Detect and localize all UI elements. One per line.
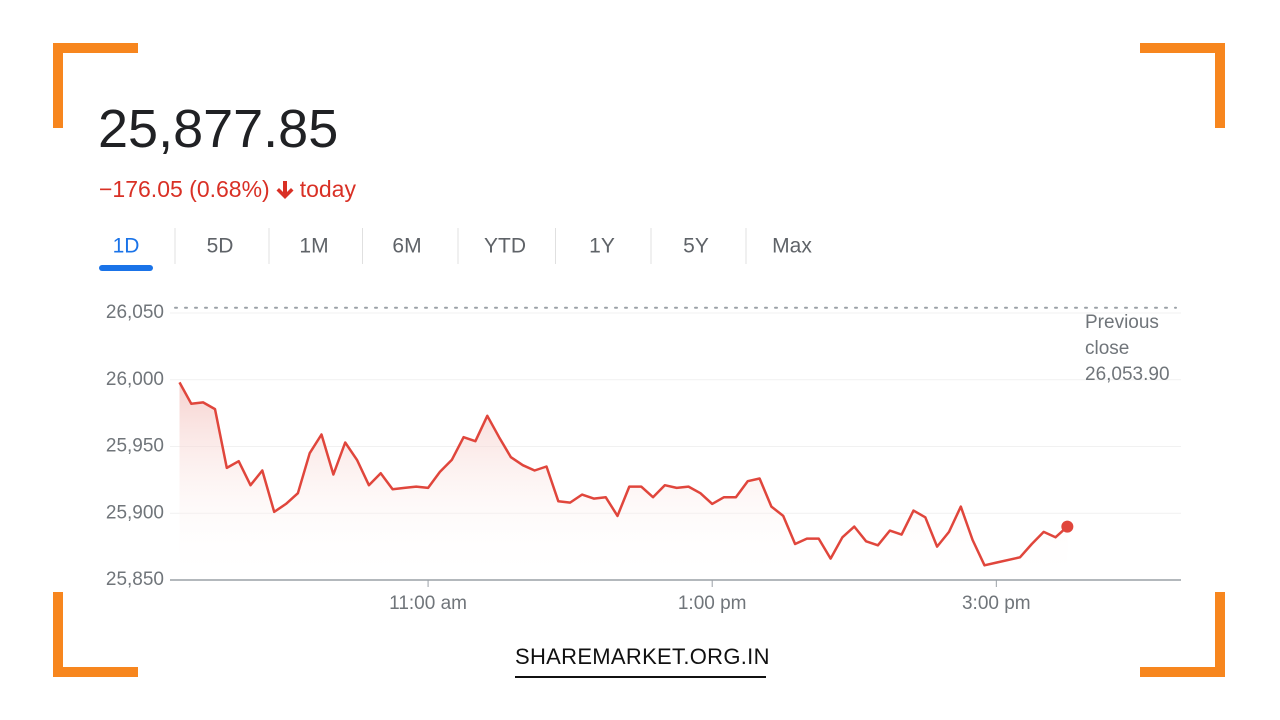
corner-brackets: [53, 43, 1225, 677]
previous-close-label: Previous close: [1085, 312, 1159, 359]
previous-close-value: 26,053.90: [1085, 364, 1170, 385]
price-line: [178, 381, 1069, 567]
tab[interactable]: Max: [772, 235, 812, 258]
y-tick-label: 25,850: [106, 569, 164, 590]
previous-close: Previous close 26,053.90: [1085, 310, 1185, 388]
tab[interactable]: 6M: [392, 235, 421, 258]
area-fill: [179, 382, 1068, 580]
change: −176.05 (0.68%): [99, 176, 270, 202]
tab[interactable]: YTD: [484, 235, 526, 258]
tab-indicator: [99, 265, 153, 271]
x-tick-label: 11:00 am: [389, 593, 467, 614]
price: 25,877.85: [98, 99, 339, 159]
down-arrow: [276, 180, 294, 199]
y-tick-label: 26,050: [106, 302, 164, 323]
y-tick-label: 25,950: [106, 436, 164, 457]
tab[interactable]: 5Y: [683, 235, 709, 258]
x-tick-label: 1:00 pm: [678, 593, 747, 614]
x-tick-label: 3:00 pm: [962, 593, 1031, 614]
period: today: [299, 176, 356, 202]
change-row: −176.05 (0.68%) today: [99, 176, 356, 203]
tab[interactable]: 5D: [207, 235, 234, 258]
y-tick-label: 25,900: [106, 502, 164, 523]
tab[interactable]: 1Y: [589, 235, 615, 258]
tab[interactable]: 1M: [299, 235, 328, 258]
watermark: SHAREMARKET.ORG.IN: [515, 644, 769, 678]
y-tick-label: 26,000: [106, 369, 164, 390]
tab[interactable]: 1D: [113, 235, 140, 258]
last-point: [1061, 520, 1074, 533]
